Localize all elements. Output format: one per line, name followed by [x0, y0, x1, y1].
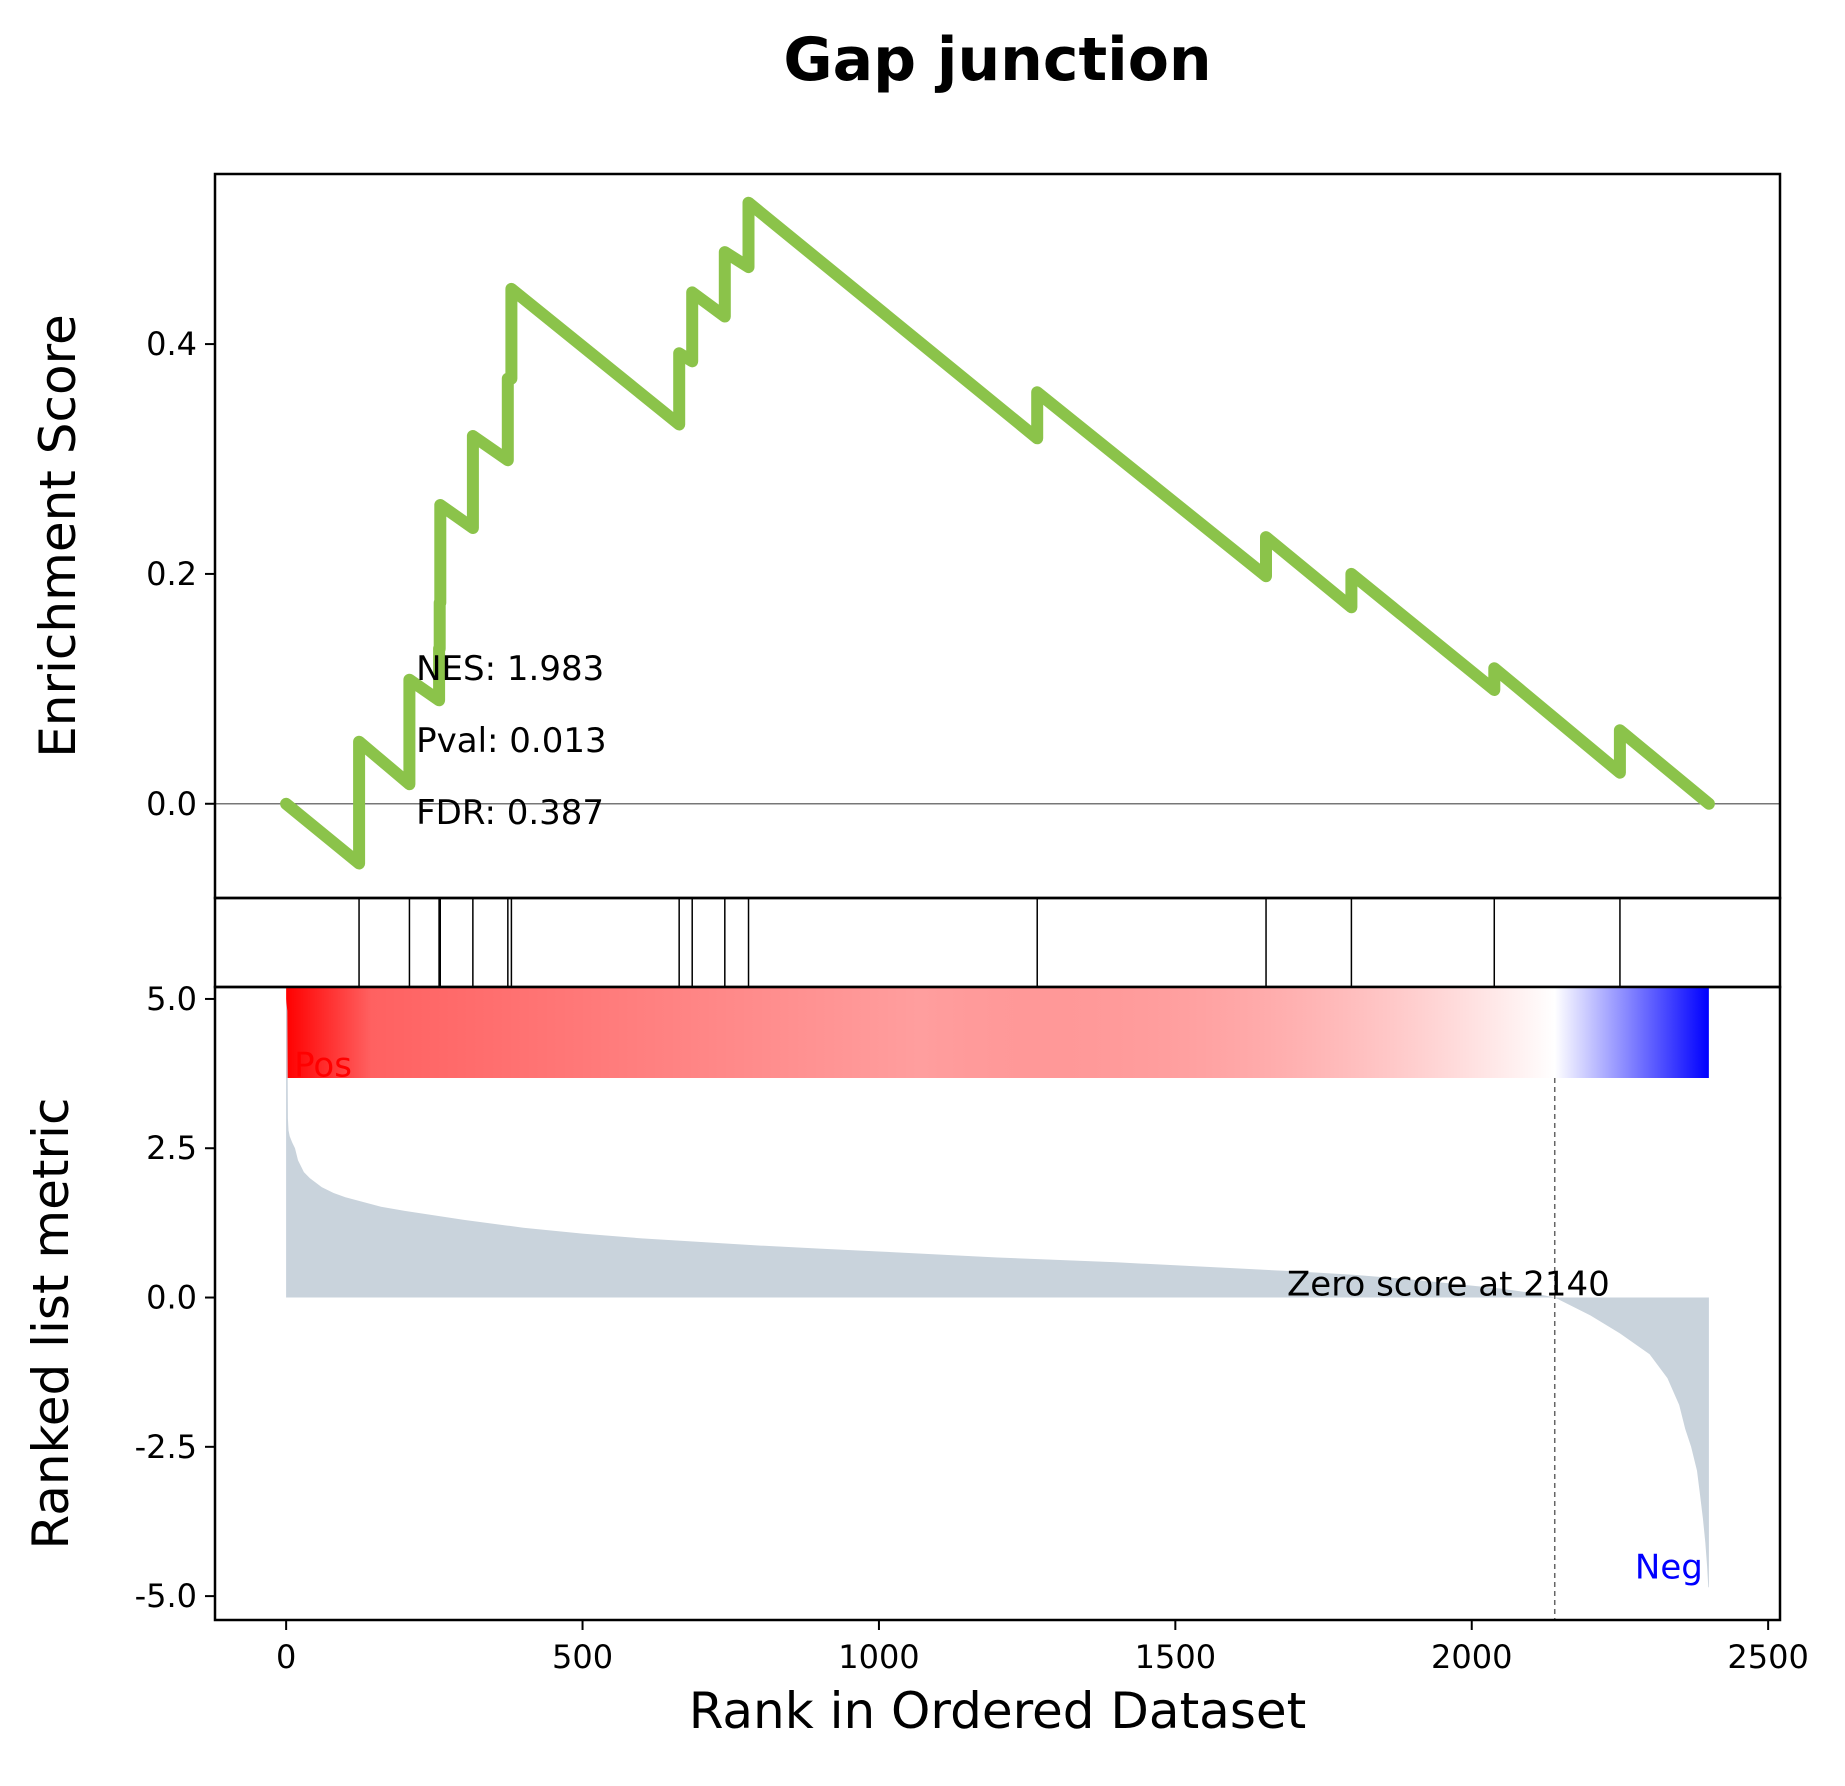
hit-lines — [358, 898, 1621, 987]
pval-label: Pval: 0.013 — [416, 721, 607, 761]
metric-panel-frame — [213, 985, 1782, 1622]
x-tick-label: 1500 — [1135, 1638, 1216, 1676]
x-tick-label: 500 — [552, 1638, 613, 1676]
enrichment-score-line — [280, 196, 1715, 870]
es-y-tick-label: 0.2 — [146, 555, 197, 593]
es-y-ticks: 0.0 0.2 0.4 — [146, 325, 215, 823]
rank-color-bar — [286, 988, 1709, 1078]
es-y-tick-label: 0.0 — [146, 785, 197, 823]
metric-y-ticks: 5.0 2.5 0.0 -2.5 -5.0 — [135, 980, 215, 1615]
pos-label: Pos — [294, 1046, 352, 1086]
hits-panel — [213, 896, 1782, 989]
x-tick-label: 2500 — [1727, 1638, 1808, 1676]
metric-y-tick-label: 5.0 — [146, 980, 197, 1018]
zero-score-label: Zero score at 2140 — [1287, 1265, 1610, 1305]
metric-y-tick-label: 0.0 — [146, 1279, 197, 1317]
fdr-label: FDR: 0.387 — [416, 793, 604, 833]
ranked-metric-panel: Zero score at 2140 Pos Neg 5.0 2.5 0.0 -2.5… — [22, 980, 1809, 1740]
metric-y-tick-label: -5.0 — [135, 1577, 197, 1615]
nes-label: NES: 1.983 — [416, 649, 604, 689]
metric-y-axis-label: Ranked list metric — [22, 1098, 80, 1550]
neg-label: Neg — [1635, 1547, 1703, 1587]
hits-panel-frame — [213, 896, 1782, 989]
metric-y-tick-label: 2.5 — [146, 1129, 197, 1167]
chart-title: Gap junction — [783, 25, 1211, 95]
es-y-axis-label: Enrichment Score — [29, 314, 87, 758]
x-axis-ticks: 0 500 1000 1500 2000 2500 — [276, 1620, 1809, 1676]
enrichment-score-panel: 0.0 0.2 0.4 Enrichment Score NES: 1.983 Pv… — [29, 172, 1782, 900]
x-tick-label: 0 — [276, 1638, 296, 1676]
es-y-tick-label: 0.4 — [146, 325, 197, 363]
x-axis-label: Rank in Ordered Dataset — [689, 1682, 1306, 1740]
ranked-metric-area — [286, 998, 1709, 1588]
x-tick-label: 2000 — [1431, 1638, 1512, 1676]
metric-y-tick-label: -2.5 — [135, 1428, 197, 1466]
es-panel-frame — [213, 172, 1782, 900]
x-tick-label: 1000 — [838, 1638, 919, 1676]
